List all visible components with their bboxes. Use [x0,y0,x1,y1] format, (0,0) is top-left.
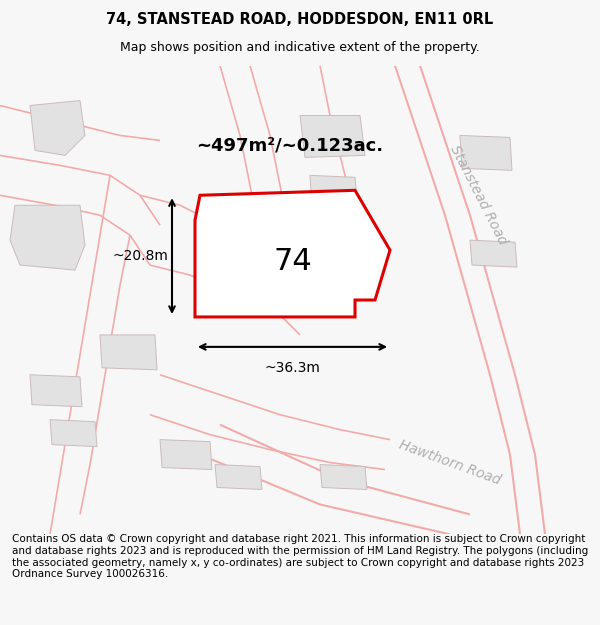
Polygon shape [10,205,85,270]
Polygon shape [215,464,262,489]
Polygon shape [460,136,512,171]
Text: Stanstead Road: Stanstead Road [447,143,509,248]
Polygon shape [30,101,85,156]
Polygon shape [195,190,390,317]
Text: ~36.3m: ~36.3m [265,361,320,375]
Text: Hawthorn Road: Hawthorn Road [397,438,503,488]
Polygon shape [245,205,297,235]
Text: 74, STANSTEAD ROAD, HODDESDON, EN11 0RL: 74, STANSTEAD ROAD, HODDESDON, EN11 0RL [106,12,494,27]
Polygon shape [160,439,212,469]
Polygon shape [100,335,157,370]
Text: Map shows position and indicative extent of the property.: Map shows position and indicative extent… [120,41,480,54]
Polygon shape [310,176,358,210]
Polygon shape [320,464,367,489]
Text: ~20.8m: ~20.8m [112,249,168,263]
Text: Contains OS data © Crown copyright and database right 2021. This information is : Contains OS data © Crown copyright and d… [12,534,588,579]
Text: ~497m²/~0.123ac.: ~497m²/~0.123ac. [196,136,383,154]
Text: 74: 74 [273,247,312,276]
Polygon shape [300,116,365,158]
Polygon shape [30,375,82,407]
Polygon shape [470,240,517,267]
Polygon shape [50,419,97,447]
